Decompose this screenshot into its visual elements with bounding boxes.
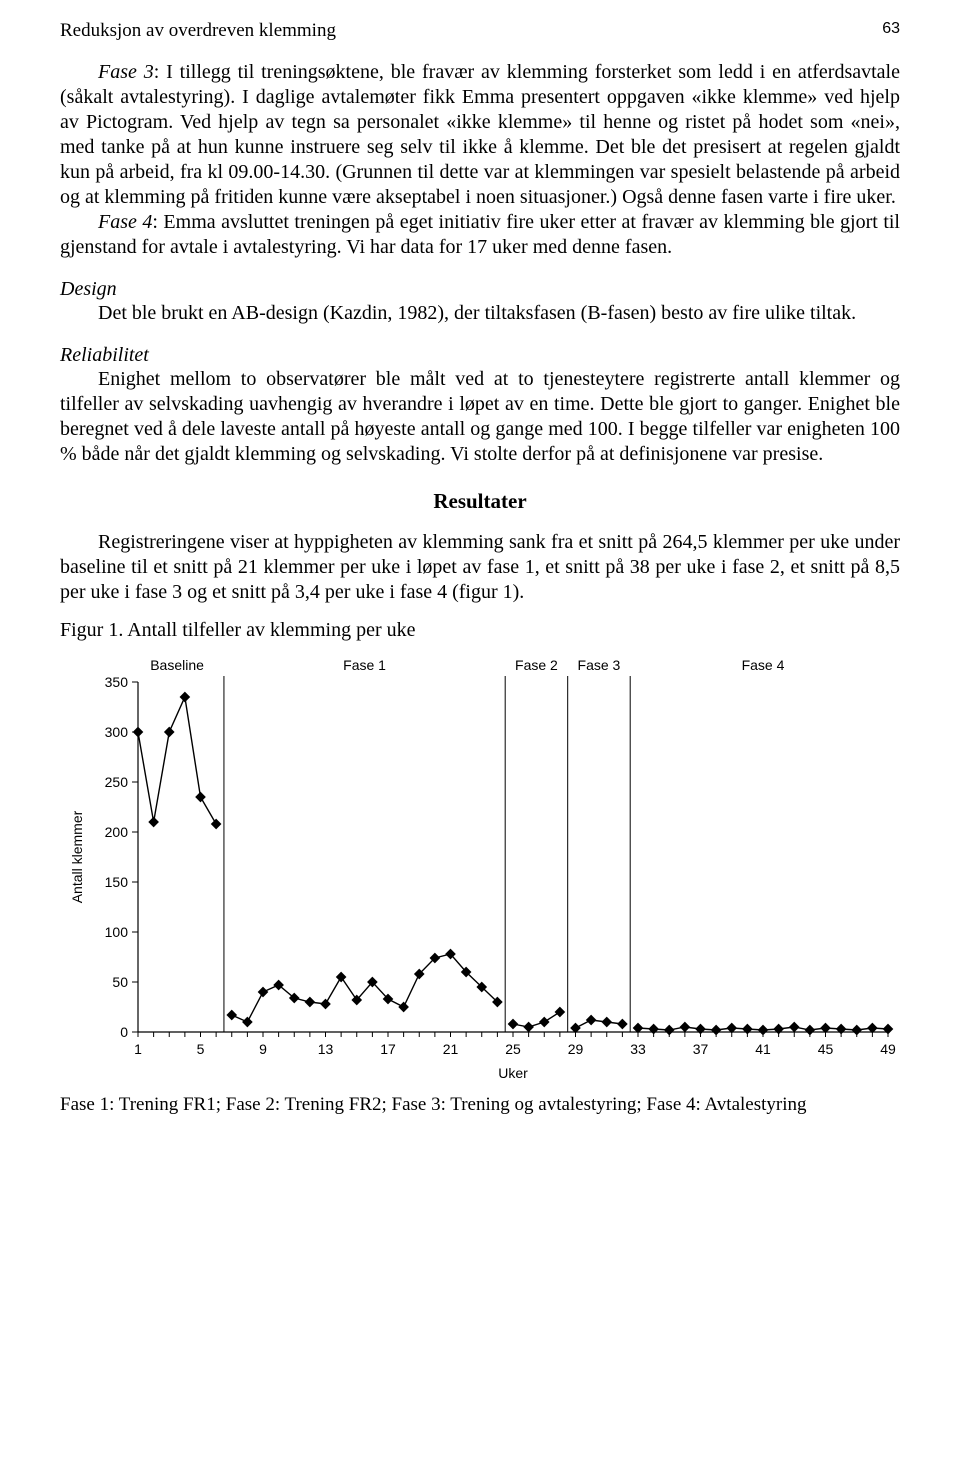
svg-text:250: 250 bbox=[105, 774, 129, 790]
figure-footer-caption: Fase 1: Trening FR1; Fase 2: Trening FR2… bbox=[60, 1094, 900, 1116]
svg-text:13: 13 bbox=[318, 1041, 334, 1057]
svg-text:45: 45 bbox=[818, 1041, 834, 1057]
svg-text:41: 41 bbox=[755, 1041, 771, 1057]
heading-reliabilitet: Reliabilitet bbox=[60, 344, 900, 367]
svg-text:5: 5 bbox=[197, 1041, 205, 1057]
svg-text:9: 9 bbox=[259, 1041, 267, 1057]
svg-text:25: 25 bbox=[505, 1041, 521, 1057]
svg-text:350: 350 bbox=[105, 674, 129, 690]
svg-text:Antall klemmer: Antall klemmer bbox=[69, 810, 85, 903]
chart-svg: 0 50 100 150 200 250 300 350 1 5 9 13 17 21 25 29 33 37 41… bbox=[60, 648, 900, 1088]
svg-text:300: 300 bbox=[105, 724, 129, 740]
page-number: 63 bbox=[882, 20, 900, 42]
svg-text:Fase 3: Fase 3 bbox=[578, 657, 621, 673]
svg-text:Fase 1: Fase 1 bbox=[343, 657, 386, 673]
paragraph-design: Det ble brukt en AB-design (Kazdin, 1982… bbox=[60, 301, 900, 326]
figure-1-chart: 0 50 100 150 200 250 300 350 1 5 9 13 17 21 25 29 33 37 41… bbox=[60, 648, 900, 1088]
svg-text:50: 50 bbox=[112, 974, 128, 990]
svg-text:29: 29 bbox=[568, 1041, 584, 1057]
heading-resultater: Resultater bbox=[60, 489, 900, 514]
svg-text:33: 33 bbox=[630, 1041, 646, 1057]
svg-text:17: 17 bbox=[380, 1041, 396, 1057]
paragraph-reliabilitet: Enighet mellom to observatører ble målt … bbox=[60, 367, 900, 467]
svg-text:150: 150 bbox=[105, 874, 129, 890]
svg-text:Fase 2: Fase 2 bbox=[515, 657, 558, 673]
running-title: Reduksjon av overdreven klemming bbox=[60, 20, 336, 42]
lead-fase3: Fase 3 bbox=[98, 61, 154, 83]
paragraph-fase4: Fase 4: Emma avsluttet treningen på eget… bbox=[60, 210, 900, 260]
svg-text:0: 0 bbox=[120, 1024, 128, 1040]
svg-text:49: 49 bbox=[880, 1041, 896, 1057]
svg-text:Uker: Uker bbox=[498, 1065, 528, 1081]
svg-text:Fase 4: Fase 4 bbox=[742, 657, 785, 673]
text-fase4: : Emma avsluttet treningen på eget initi… bbox=[60, 211, 900, 258]
svg-text:21: 21 bbox=[443, 1041, 459, 1057]
svg-text:37: 37 bbox=[693, 1041, 709, 1057]
svg-text:200: 200 bbox=[105, 824, 129, 840]
running-head: Reduksjon av overdreven klemming 63 bbox=[60, 20, 900, 42]
figure-caption: Figur 1. Antall tilfeller av klemming pe… bbox=[60, 619, 900, 642]
text-fase3: : I tillegg til treningsøktene, ble frav… bbox=[60, 61, 900, 208]
page: Reduksjon av overdreven klemming 63 Fase… bbox=[0, 0, 960, 1146]
lead-fase4: Fase 4 bbox=[98, 211, 152, 233]
paragraph-fase3: Fase 3: I tillegg til treningsøktene, bl… bbox=[60, 60, 900, 210]
paragraph-resultater: Registreringene viser at hyppigheten av … bbox=[60, 530, 900, 605]
heading-design: Design bbox=[60, 278, 900, 301]
svg-text:Baseline: Baseline bbox=[150, 657, 204, 673]
svg-text:100: 100 bbox=[105, 924, 129, 940]
svg-text:1: 1 bbox=[134, 1041, 142, 1057]
